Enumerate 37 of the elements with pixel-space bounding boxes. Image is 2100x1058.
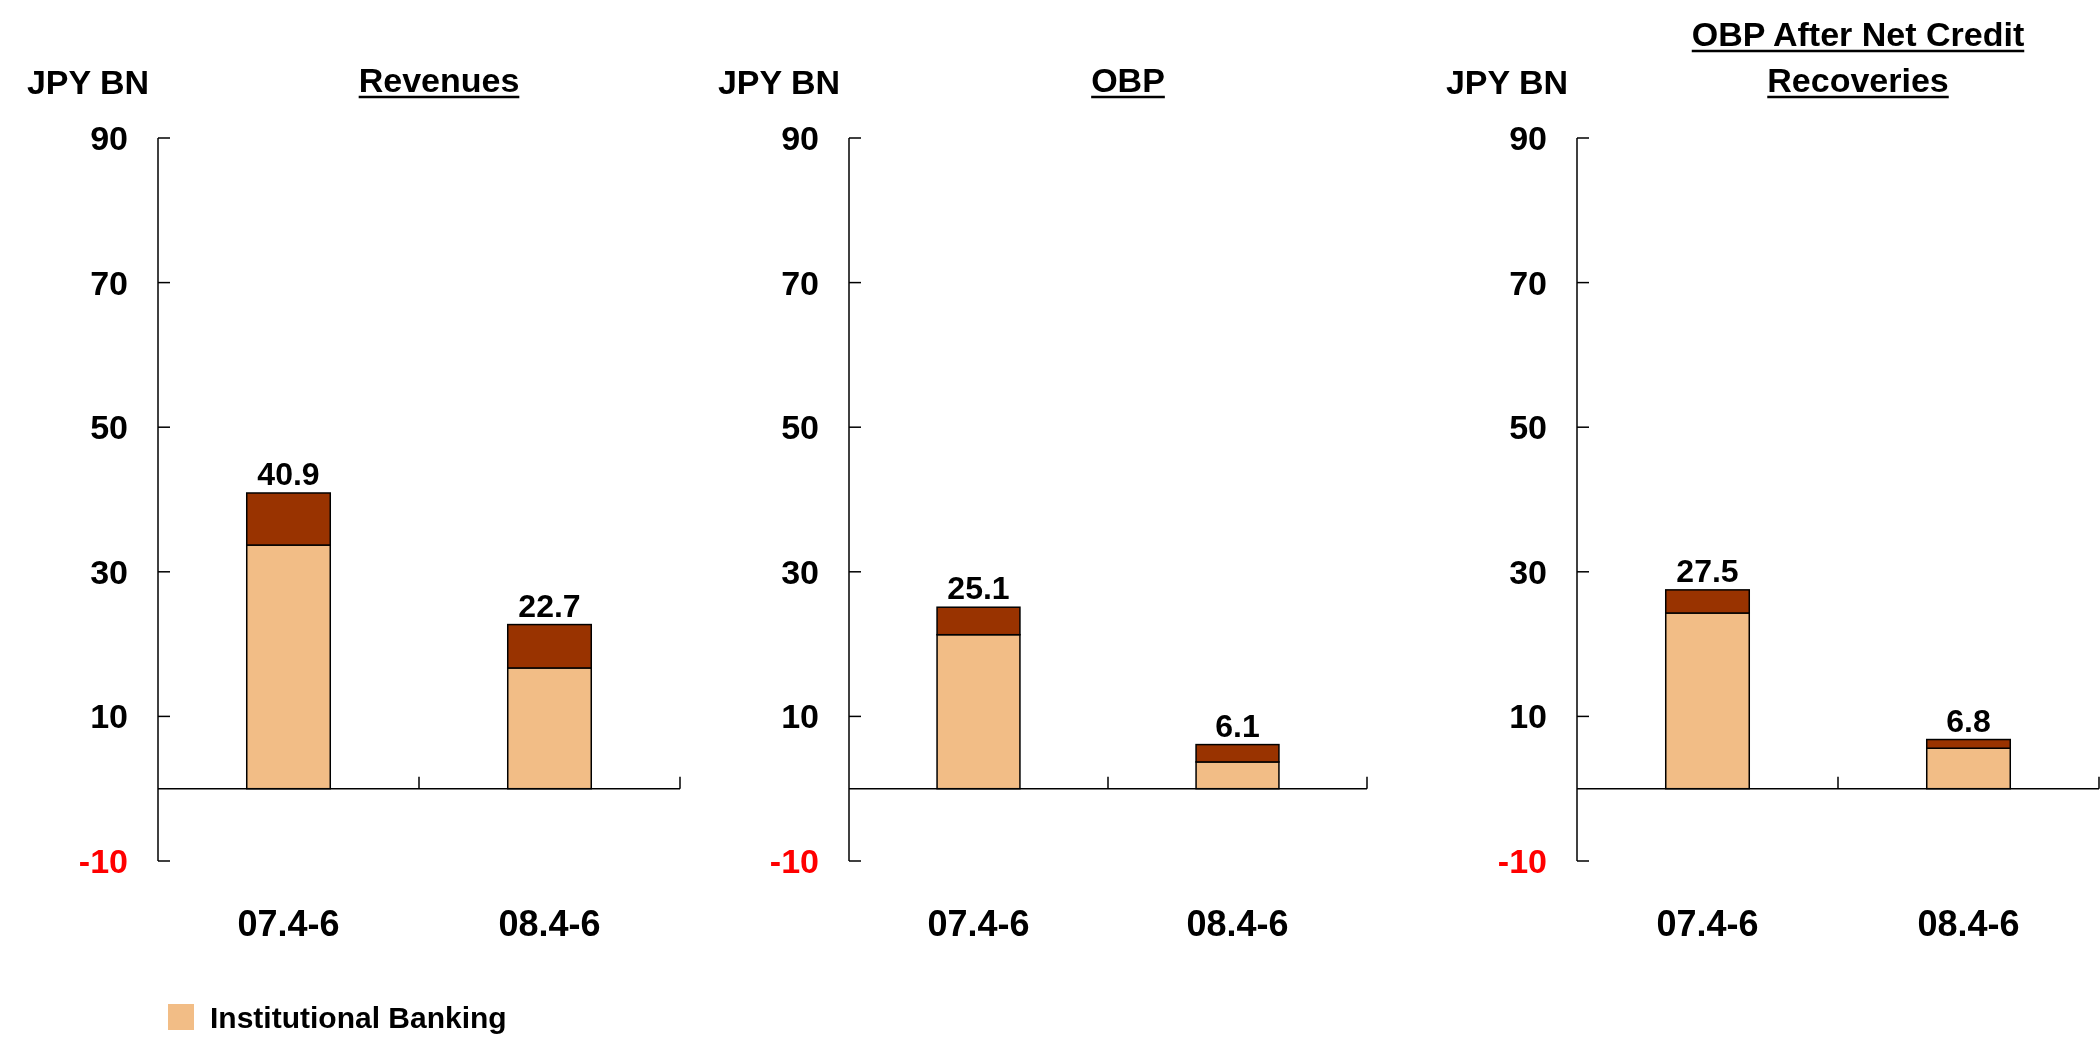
x-tick-label: 08.4-6	[498, 903, 601, 944]
x-tick-label: 08.4-6	[1186, 903, 1289, 944]
total-label: 25.1	[947, 570, 1010, 607]
total-label: 6.8	[1946, 702, 1991, 739]
y-tick-label: 70	[781, 263, 819, 302]
y-tick-label: 30	[781, 552, 819, 591]
y-tick-label: 90	[781, 118, 819, 157]
y-tick-label: 90	[1509, 118, 1547, 157]
y-tick-label: 30	[1509, 552, 1547, 591]
y-tick-label: 70	[1509, 263, 1547, 302]
legend-label: Institutional Banking	[210, 1000, 507, 1034]
y-tick-label: -10	[1497, 841, 1547, 880]
y-tick-label: 50	[1509, 408, 1547, 447]
y-tick-label: 50	[781, 408, 819, 447]
x-tick-label: 07.4-6	[237, 903, 340, 944]
x-tick-label: 08.4-6	[1917, 903, 2020, 944]
total-label: 22.7	[518, 587, 581, 624]
x-tick-label: 07.4-6	[927, 903, 1030, 944]
y-axis-title: JPY BN	[26, 63, 150, 101]
chart-title: OBP After Net Credit Recoveries	[1691, 15, 2025, 99]
y-tick-label: 90	[90, 118, 128, 157]
y-tick-label: 70	[90, 263, 128, 302]
y-tick-label: 30	[90, 552, 128, 591]
chart-title: Revenues	[358, 61, 520, 99]
total-label: 6.1	[1215, 707, 1260, 744]
total-label: 27.5	[1676, 552, 1739, 589]
y-tick-label: 10	[781, 697, 819, 736]
chart-title: OBP	[1091, 61, 1165, 99]
y-axis-title: JPY BN	[717, 63, 841, 101]
y-tick-label: 10	[1509, 697, 1547, 736]
y-axis-title: JPY BN	[1445, 63, 1569, 101]
total-label: 40.9	[257, 455, 320, 492]
y-tick-label: -10	[78, 841, 128, 880]
y-tick-label: 10	[90, 697, 128, 736]
x-tick-label: 07.4-6	[1656, 903, 1759, 944]
y-tick-label: 50	[90, 408, 128, 447]
y-tick-label: -10	[769, 841, 819, 880]
